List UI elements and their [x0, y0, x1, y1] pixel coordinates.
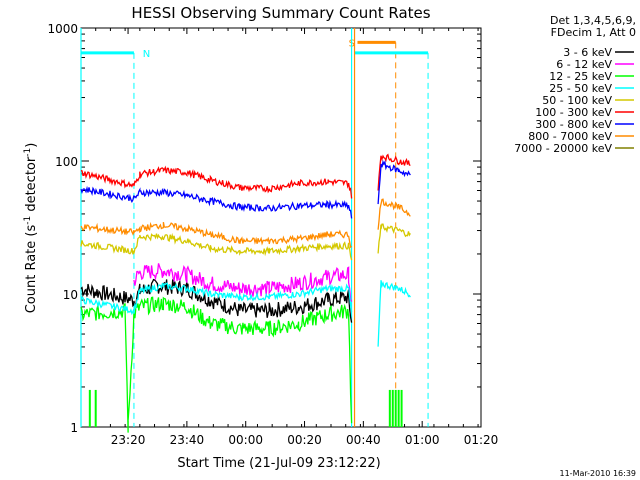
axis-ticks: 23:20 23:40 00:00 00:20 00:40 01:00 01:20 1 10 10…: [47, 22, 498, 447]
legend-header: Det 1,3,4,5,6,9,: [550, 14, 636, 27]
legend-label: 100 - 300 keV: [535, 106, 612, 119]
x-tick-label: 01:20: [464, 433, 499, 447]
series-line: [133, 263, 353, 302]
legend: Det 1,3,4,5,6,9,FDecim 1, Att 0 3 - 6 keV…: [514, 14, 636, 155]
y-tick-label: 1: [70, 421, 78, 435]
series-line: [80, 221, 352, 249]
y-tick-label: 100: [55, 155, 78, 169]
series-line: [80, 185, 353, 219]
x-tick-label: 23:40: [170, 433, 205, 447]
series-line: [80, 278, 353, 323]
legend-label: 50 - 100 keV: [542, 94, 612, 107]
series-line-segment: [377, 280, 411, 347]
x-tick-label: 00:20: [287, 433, 322, 447]
legend-label: 300 - 800 keV: [535, 118, 612, 131]
legend-label: 12 - 25 keV: [549, 70, 612, 83]
legend-label: 7000 - 20000 keV: [514, 142, 612, 155]
series-line: [80, 232, 353, 261]
y-axis-label: Count Rate (s-1 detector-1): [23, 143, 39, 314]
legend-label: 3 - 6 keV: [563, 46, 612, 59]
series-line-segment: [377, 223, 411, 254]
timestamp: 11-Mar-2010 16:39: [560, 469, 637, 478]
series-line-segment: [377, 198, 411, 230]
x-tick-label: 01:00: [405, 433, 440, 447]
x-tick-label: 00:40: [346, 433, 381, 447]
marker-label: N: [143, 49, 150, 60]
y-tick-label: 1000: [47, 22, 78, 36]
legend-header: FDecim 1, Att 0: [551, 26, 636, 39]
series-line: [80, 282, 353, 316]
observation-markers: NS: [80, 28, 429, 427]
x-tick-label: 00:00: [228, 433, 263, 447]
x-tick-label: 23:20: [111, 433, 146, 447]
legend-label: 800 - 7000 keV: [528, 130, 612, 143]
series-line-segment: [377, 153, 411, 191]
series-line-segment: [377, 159, 411, 205]
legend-label: 25 - 50 keV: [549, 82, 612, 95]
x-axis-label: Start Time (21-Jul-09 23:12:22): [177, 456, 380, 471]
y-tick-label: 10: [63, 288, 78, 302]
chart-title: HESSI Observing Summary Count Rates: [131, 4, 430, 22]
series-line: [80, 165, 353, 199]
series-line: [80, 296, 353, 433]
series-lines: [80, 153, 411, 433]
legend-label: 6 - 12 keV: [556, 58, 612, 71]
